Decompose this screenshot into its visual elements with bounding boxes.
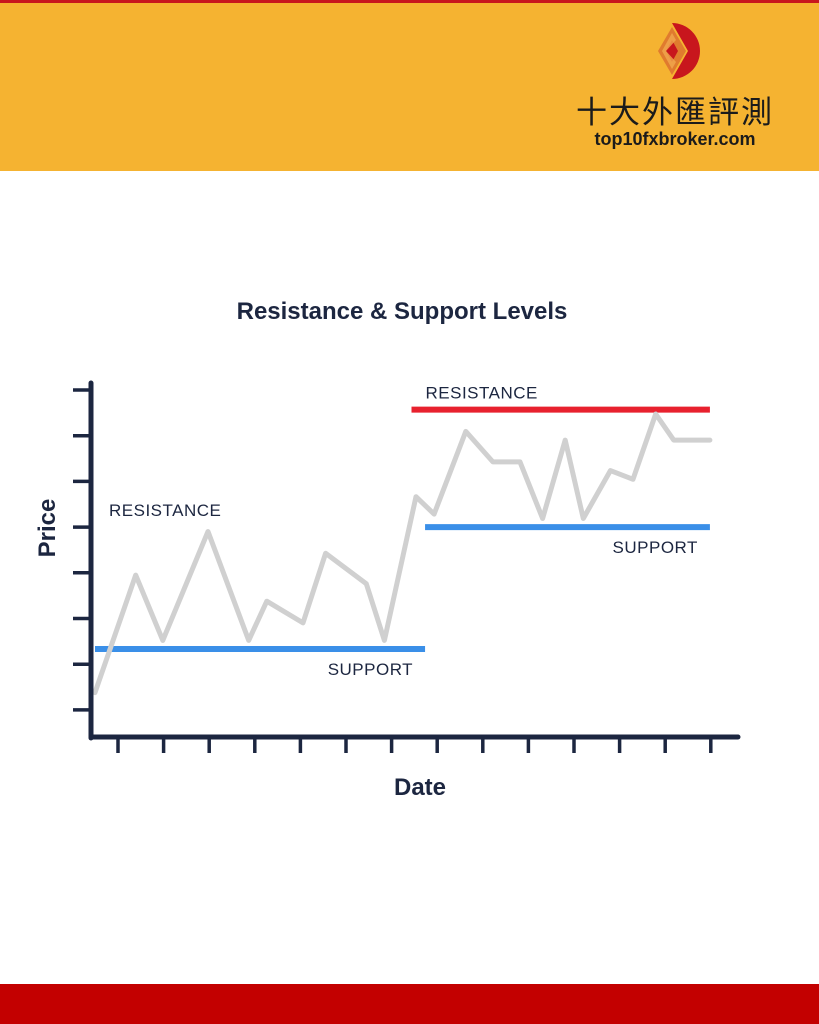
brand-url: top10fxbroker.com [594,129,756,149]
brand-logo-icon [658,23,700,79]
x-axis-label: Date [394,774,446,801]
brand-name: 十大外匯評測 [576,95,774,131]
price-series-line-0 [92,411,713,696]
support-level-label-1: SUPPORT [328,660,413,679]
levels-layer: RESISTANCE SUPPORT RESISTANCE SUPPORT [95,384,710,679]
y-axis-label: Price [34,499,61,558]
top-border [0,0,819,3]
ticks-layer [73,388,713,753]
axes-layer [88,380,741,741]
footer-bar [0,984,819,1024]
chart-container: Resistance & Support Levels RESISTANCE SU… [0,171,819,984]
resistance-level-label-2: RESISTANCE [426,384,538,403]
support-level-label-3: SUPPORT [613,538,698,557]
series-layer [92,411,713,696]
header-banner: 十大外匯評測 top10fxbroker.com [0,3,819,171]
resistance-level-label-0: RESISTANCE [109,501,221,520]
chart-title: Resistance & Support Levels [237,298,568,325]
chart-svg: Resistance & Support Levels RESISTANCE SU… [34,298,741,801]
